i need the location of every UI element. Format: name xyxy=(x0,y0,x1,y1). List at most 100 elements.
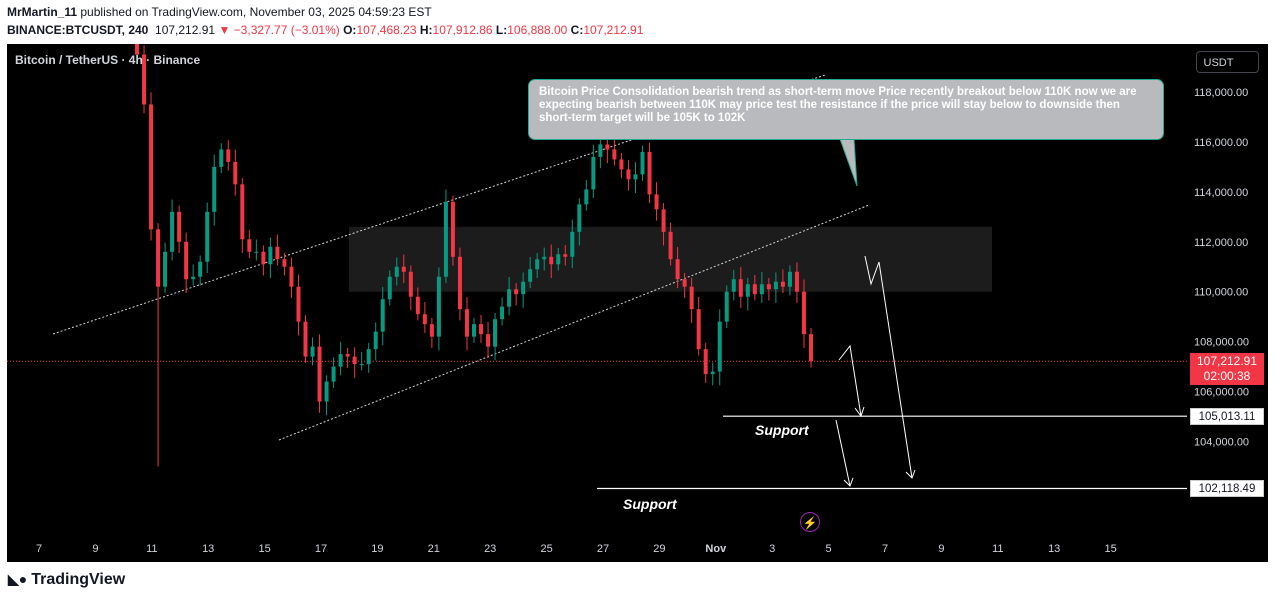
y-tick-label: 104,000.00 xyxy=(1194,437,1249,449)
analysis-note[interactable]: Bitcoin Price Consolidation bearish tren… xyxy=(528,79,1164,140)
candle-body xyxy=(401,266,406,272)
x-tick-label: 11 xyxy=(146,543,157,555)
publisher-name[interactable]: MrMartin_11 xyxy=(7,5,78,19)
candle-body xyxy=(612,149,617,160)
candle-body xyxy=(408,271,413,297)
x-tick-label: 9 xyxy=(92,543,98,555)
candle-body xyxy=(170,211,175,252)
x-tick-label: 13 xyxy=(202,543,214,555)
candle-body xyxy=(415,296,420,315)
publish-info: MrMartin_11 published on TradingView.com… xyxy=(7,5,432,19)
chart-area[interactable]: 104,000.00 106,000.00 108,000.00 110,000.00… xyxy=(7,44,1268,562)
candle-body xyxy=(296,286,301,322)
x-tick-label: 5 xyxy=(826,543,832,555)
lightning-icon[interactable]: ⚡ xyxy=(800,512,820,532)
x-tick-label: 13 xyxy=(1048,543,1060,555)
x-tick-label: 27 xyxy=(597,543,609,555)
candle-body xyxy=(240,184,245,240)
candle-body xyxy=(436,276,441,337)
candle-body xyxy=(457,256,462,310)
candle-body xyxy=(619,159,624,170)
candle-body xyxy=(450,201,455,257)
y-tick-label: 112,000.00 xyxy=(1194,237,1248,249)
low-label: L: xyxy=(495,23,508,37)
projection-path-3 xyxy=(864,255,913,479)
level-2-tag: 102,118.49 xyxy=(1190,480,1264,497)
candle-body xyxy=(556,254,561,265)
candle-body xyxy=(717,321,722,372)
candle-body xyxy=(177,211,182,242)
candle-body xyxy=(759,284,764,295)
candle-body xyxy=(577,204,582,232)
tradingview-logo[interactable]: ◣● TradingView xyxy=(8,571,126,588)
candle-body xyxy=(387,276,392,300)
candle-body xyxy=(394,266,399,277)
candle-body xyxy=(486,334,491,347)
last-price: 107,212.91 xyxy=(155,23,216,37)
candle-body xyxy=(156,229,161,287)
candle-body xyxy=(584,189,589,205)
candle-body xyxy=(359,364,364,366)
down-arrow-icon: ▼ xyxy=(218,23,231,37)
x-tick-label: 19 xyxy=(371,543,383,555)
candle-body xyxy=(479,324,484,335)
candle-body xyxy=(794,271,799,292)
high-value: 107,912.86 xyxy=(432,23,493,37)
candle-body xyxy=(275,246,280,260)
candle-body xyxy=(212,166,217,212)
x-tick-label: 29 xyxy=(653,543,665,555)
candle-body xyxy=(352,356,357,365)
y-tick-label: 118,000.00 xyxy=(1194,87,1248,99)
y-tick-label: 108,000.00 xyxy=(1194,337,1249,349)
candle-body xyxy=(675,259,680,280)
candle-body xyxy=(738,279,743,297)
candle-body xyxy=(254,251,259,253)
current-price-tag: 107,212.91 02:00:38 xyxy=(1190,353,1264,385)
x-tick-label: 25 xyxy=(540,543,552,555)
candle-body xyxy=(731,279,736,292)
candle-body xyxy=(682,279,687,287)
candle-body xyxy=(598,144,603,157)
open-label: O: xyxy=(343,23,357,37)
close-label: C: xyxy=(570,23,584,37)
open-value: 107,468.23 xyxy=(356,23,417,37)
y-tick-label: 106,000.00 xyxy=(1194,387,1249,399)
candle-body xyxy=(773,281,778,290)
low-value: 106,888.00 xyxy=(507,23,568,37)
candle-body xyxy=(696,309,701,350)
candle-body xyxy=(345,354,350,357)
candle-body xyxy=(198,261,203,277)
projection-path-2 xyxy=(835,419,851,487)
x-tick-label: Nov xyxy=(705,543,727,555)
candle-body xyxy=(142,54,147,105)
candle-body xyxy=(752,284,757,295)
arrow-head-icon xyxy=(905,469,916,479)
candle-body xyxy=(668,231,673,260)
candle-body xyxy=(640,151,645,175)
support-label-1: Support xyxy=(755,422,809,438)
close-value: 107,212.91 xyxy=(583,23,644,37)
candle-body xyxy=(745,284,750,297)
candle-body xyxy=(689,286,694,310)
arrow-head-icon xyxy=(854,406,865,418)
candle-body xyxy=(780,281,785,287)
y-tick-label: 114,000.00 xyxy=(1194,187,1248,199)
x-tick-label: 15 xyxy=(1104,543,1116,555)
candle-body xyxy=(570,231,575,257)
x-tick-label: 11 xyxy=(992,543,1003,555)
candle-body xyxy=(233,161,238,185)
candle-body xyxy=(661,209,666,232)
arrow-head-icon xyxy=(843,477,854,487)
candle-body xyxy=(542,256,547,260)
y-tick-label: 110,000.00 xyxy=(1194,287,1248,299)
candle-body xyxy=(507,289,512,307)
candle-body xyxy=(191,276,196,280)
candle-body xyxy=(787,271,792,287)
candle-body xyxy=(303,321,308,357)
candle-body xyxy=(647,151,652,195)
support-label-2: Support xyxy=(623,496,677,512)
currency-selector[interactable]: USDT xyxy=(1196,51,1259,73)
candle-body xyxy=(380,299,385,332)
candle-body xyxy=(226,149,231,162)
candle-body xyxy=(310,346,315,357)
